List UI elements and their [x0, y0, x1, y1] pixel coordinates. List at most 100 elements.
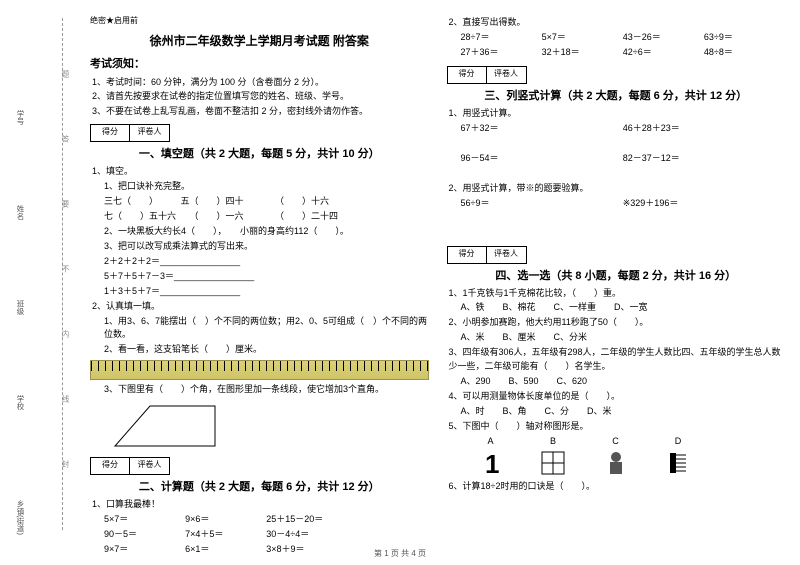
grid-icon [539, 449, 567, 477]
q41: 1、1千克铁与1千克棉花比较，（ ）重。 [449, 287, 786, 301]
q1-1: 1、把口诀补充完整。 [104, 180, 429, 194]
calc: 32＋18＝ [542, 46, 623, 60]
calc: 25＋15－20＝ [266, 513, 428, 527]
bind-label-class: 班级 [15, 300, 26, 315]
calc: ※329＋196＝ [623, 197, 785, 211]
o43: A、290 B、590 C、620 [461, 375, 786, 389]
calc: 5×7＝ [104, 513, 185, 527]
calc: 67＋32＝ [461, 122, 623, 136]
q1-line1: 三七（ ） 五（ ）四十 （ ）十六 [104, 195, 429, 209]
hint-0: 封 [60, 460, 71, 468]
r2: 2、直接写出得数。 [449, 16, 786, 30]
ruler-graphic [90, 360, 429, 380]
o44: A、时 B、角 C、分 D、米 [461, 405, 786, 419]
q31: 1、用竖式计算。 [449, 107, 786, 121]
calc: 43－26＝ [623, 31, 704, 45]
q46: 6、计算18÷2时用的口诀是（ ）。 [449, 480, 786, 494]
m31-row: 96－54＝ 82－37－12＝ [461, 152, 786, 166]
calc: 9×6＝ [185, 513, 266, 527]
calc: 82－37－12＝ [623, 152, 785, 166]
hint-6: 题 [60, 70, 71, 78]
calc: 5×7＝ [542, 31, 623, 45]
exp2: 5＋7＋5＋7－3＝________________ [104, 270, 429, 284]
left-column: 绝密★启用前 徐州市二年级数学上学期月考试题 附答案 考试须知： 1、考试时间：… [90, 15, 429, 540]
q43: 3、四年级有306人，五年级有298人，二年级的学生人数比四、五年级的学生总人数… [449, 346, 786, 374]
opt-c-label: C [612, 436, 619, 446]
page-footer: 第 1 页 共 4 页 [0, 548, 800, 559]
s2-row: 5×7＝ 9×6＝ 25＋15－20＝ [104, 513, 429, 527]
hint-2: 内 [60, 330, 71, 338]
opt-d-label: D [675, 436, 682, 446]
grader-cell: 评卷人 [487, 246, 527, 264]
r2-row: 28÷7＝ 5×7＝ 43－26＝ 63÷9＝ [461, 31, 786, 45]
opt-a-label: A [487, 436, 493, 446]
scorebox-2: 得分 评卷人 [90, 457, 429, 475]
hint-3: 不 [60, 265, 71, 273]
digit-one-icon: 1 [477, 449, 505, 477]
calc: 56÷9＝ [461, 197, 623, 211]
r2-row: 27＋36＝ 32＋18＝ 42÷6＝ 48÷8＝ [461, 46, 786, 60]
score-cell: 得分 [447, 66, 487, 84]
calc: 96－54＝ [461, 152, 623, 166]
calc: 28÷7＝ [461, 31, 542, 45]
scorebox-4: 得分 评卷人 [447, 246, 786, 264]
score-cell: 得分 [90, 124, 130, 142]
o42: A、米 B、厘米 C、分米 [461, 331, 786, 345]
calc: 30－4÷4＝ [266, 528, 428, 542]
section-4-heading: 四、选一选（共 8 小题，每题 2 分，共计 16 分） [447, 267, 786, 283]
secret-label: 绝密★启用前 [90, 15, 429, 26]
section-1-heading: 一、填空题（共 2 大题，每题 5 分，共计 10 分） [90, 145, 429, 161]
grader-cell: 评卷人 [130, 124, 170, 142]
q2-1: 1、用3、6、7能摆出（ ）个不同的两位数；用2、0、5可组成（ ）个不同的两位… [104, 315, 429, 343]
hint-5: 答 [60, 135, 71, 143]
opt-b-label: B [550, 436, 556, 446]
calc: 46＋28＋23＝ [623, 122, 785, 136]
o41: A、铁 B、棉花 C、一样重 D、一宽 [461, 301, 786, 315]
notice-1: 1、考试时间：60 分钟，满分为 100 分（含卷面分 2 分）。 [92, 75, 429, 89]
bind-label-id: 学号 [15, 110, 26, 125]
calc: 27＋36＝ [461, 46, 542, 60]
paper-title: 徐州市二年级数学上学期月考试题 附答案 [90, 32, 429, 49]
opt-b: B [523, 435, 583, 479]
binding-margin: 乡镇(街道) 学校 班级 姓名 学号 封 线 内 不 要 答 题 [0, 0, 85, 540]
s2-row: 90－5＝ 7×4＋5＝ 30－4÷4＝ [104, 528, 429, 542]
q42: 2、小明参加赛跑，他大约用11秒跑了50（ ）。 [449, 316, 786, 330]
person-icon [602, 449, 630, 477]
q2-3: 3、下图里有（ ）个角，在图形里加一条线段，使它增加3个直角。 [104, 383, 429, 397]
calc: 90－5＝ [104, 528, 185, 542]
section-2-heading: 二、计算题（共 2 大题，每题 6 分，共计 12 分） [90, 478, 429, 494]
notice-title: 考试须知： [90, 55, 429, 71]
scorebox-3: 得分 评卷人 [447, 66, 786, 84]
hint-1: 线 [60, 395, 71, 403]
hint-4: 要 [60, 200, 71, 208]
q1-line2: 七（ ）五十六 （ ）一六 （ ）二十四 [104, 210, 429, 224]
calc: 63÷9＝ [704, 31, 785, 45]
grader-cell: 评卷人 [487, 66, 527, 84]
q1-3: 3、把可以改写成乘法算式的写出来。 [104, 240, 429, 254]
exp3: 1＋3＋5＋7＝________________ [104, 285, 429, 299]
s2-q1: 1、口算我最棒！ [92, 498, 429, 512]
binding-dash [62, 18, 63, 530]
notice-2: 2、请首先按要求在试卷的指定位置填写您的姓名、班级、学号。 [92, 89, 429, 103]
q1: 1、填空。 [92, 165, 429, 179]
score-cell: 得分 [447, 246, 487, 264]
q45-options: A 1 B C D [461, 435, 786, 479]
bind-label-township: 乡镇(街道) [15, 500, 26, 535]
opt-d: D [648, 435, 708, 479]
q2-2: 2、看一看，这支铅笔长（ ）厘米。 [104, 343, 429, 357]
comb-icon [664, 449, 692, 477]
m31-row: 67＋32＝ 46＋28＋23＝ [461, 122, 786, 136]
grader-cell: 评卷人 [130, 457, 170, 475]
q45: 5、下图中（ ）轴对称图形是。 [449, 420, 786, 434]
calc: 7×4＋5＝ [185, 528, 266, 542]
score-cell: 得分 [90, 457, 130, 475]
notice-3: 3、不要在试卷上乱写乱画，卷面不整洁扣 2 分，密封线外请勿作答。 [92, 104, 429, 118]
calc: 42÷6＝ [623, 46, 704, 60]
right-column: 2、直接写出得数。 28÷7＝ 5×7＝ 43－26＝ 63÷9＝ 27＋36＝… [447, 15, 786, 540]
section-3-heading: 三、列竖式计算（共 2 大题，每题 6 分，共计 12 分） [447, 87, 786, 103]
bind-label-name: 姓名 [15, 205, 26, 220]
q32: 2、用竖式计算，带※的题要验算。 [449, 182, 786, 196]
trapezoid-figure [110, 401, 429, 451]
m32-row: 56÷9＝ ※329＋196＝ [461, 197, 786, 211]
calc: 48÷8＝ [704, 46, 785, 60]
